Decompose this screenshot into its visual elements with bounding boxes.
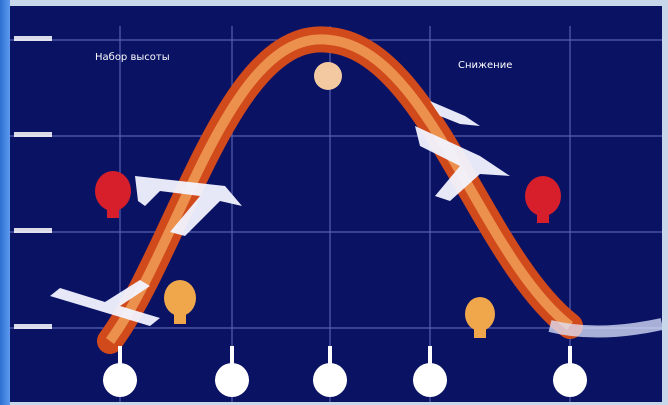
window-edge (0, 0, 10, 405)
airplane-icon (50, 101, 510, 326)
altitude-tick-2 (14, 132, 52, 137)
clock-circle-5 (553, 363, 587, 397)
clock-circle-1 (103, 363, 137, 397)
altitude-tick-1 (14, 36, 52, 41)
diagram-canvas (10, 26, 662, 402)
clock-icon (103, 363, 587, 397)
clock-circle-3 (313, 363, 347, 397)
clock-circle-2 (215, 363, 249, 397)
clock-stems (118, 346, 572, 364)
parachute-marker-icon (95, 62, 561, 338)
marker-orange-left (164, 280, 196, 316)
flight-profile-diagram: Набор высоты Снижение (10, 6, 662, 402)
airplane-takeoff (50, 280, 160, 326)
airplane-climb (135, 176, 242, 236)
clock-circle-4 (413, 363, 447, 397)
flight-path-highlight (105, 34, 574, 344)
marker-red-right (525, 176, 561, 216)
marker-top (314, 62, 342, 90)
flight-path-glow (548, 318, 662, 338)
altitude-ticks (14, 36, 52, 329)
climb-label: Набор высоты (95, 52, 170, 63)
marker-orange-right (465, 297, 495, 331)
altitude-tick-3 (14, 228, 52, 233)
altitude-tick-4 (14, 324, 52, 329)
marker-red-left (95, 171, 131, 211)
airplane-descent-top (430, 101, 480, 126)
descent-label: Снижение (458, 60, 513, 71)
airplane-descent-high (415, 126, 510, 201)
